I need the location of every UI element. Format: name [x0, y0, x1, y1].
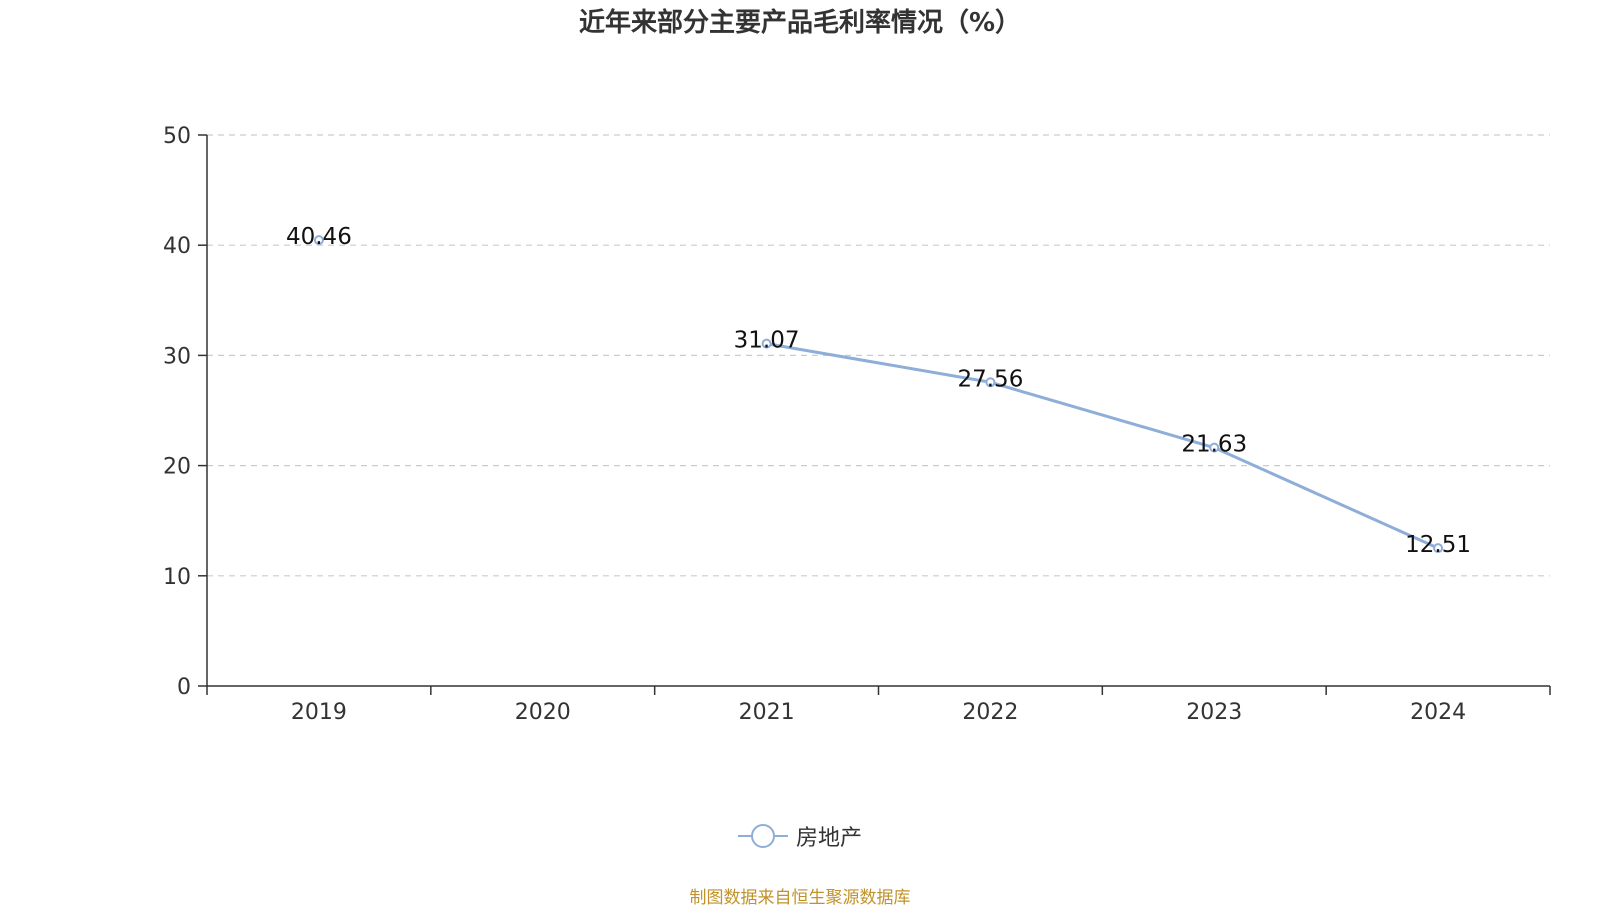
data-labels: 40.46 31.07 27.56 21.63 12.51 [286, 224, 1471, 558]
y-tick-label: 20 [163, 455, 191, 480]
y-tick-label: 50 [163, 124, 191, 149]
x-tick-label: 2019 [291, 700, 347, 725]
data-label: 27.56 [957, 366, 1023, 392]
legend-label: 房地产 [795, 826, 862, 851]
data-point [1209, 442, 1220, 453]
x-tick-label: 2021 [739, 700, 795, 725]
line-chart: 0 10 20 30 40 50 2019 2020 2021 2022 2023 2024 40.… [163, 124, 1551, 725]
series-points [313, 235, 1444, 554]
legend-line-marker-icon [737, 824, 788, 848]
data-point [985, 377, 996, 388]
grid-lines [207, 134, 1550, 577]
y-tick-label: 40 [163, 234, 191, 259]
chart-title: 近年来部分主要产品毛利率情况（%） [578, 8, 1022, 38]
legend-item-series[interactable]: 房地产 [737, 820, 862, 852]
x-tick-label: 2022 [962, 700, 1018, 725]
data-label: 21.63 [1181, 432, 1247, 458]
y-tick-label: 30 [163, 344, 191, 369]
y-tick-label: 0 [177, 675, 191, 700]
data-point [761, 338, 772, 349]
data-label: 12.51 [1405, 532, 1471, 558]
source-footer: 制图数据来自恒生聚源数据库 [689, 888, 911, 908]
series-line-segment [988, 380, 1216, 450]
x-tick-label: 2023 [1186, 700, 1242, 725]
series-lines [765, 342, 1440, 550]
y-axis-ticks: 0 10 20 30 40 50 [163, 124, 207, 700]
axes [206, 135, 1550, 687]
x-axis-ticks: 2019 2020 2021 2022 2023 2024 [206, 686, 1551, 725]
data-point [313, 235, 324, 246]
data-label: 31.07 [734, 328, 800, 354]
x-tick-label: 2024 [1410, 700, 1466, 725]
legend[interactable]: 房地产 [0, 820, 1600, 852]
x-tick-label: 2020 [515, 700, 571, 725]
data-point [1433, 543, 1444, 554]
series-line-segment [765, 342, 992, 384]
series-line-segment [1212, 446, 1440, 550]
data-label: 40.46 [286, 224, 352, 250]
y-tick-label: 10 [163, 565, 191, 590]
